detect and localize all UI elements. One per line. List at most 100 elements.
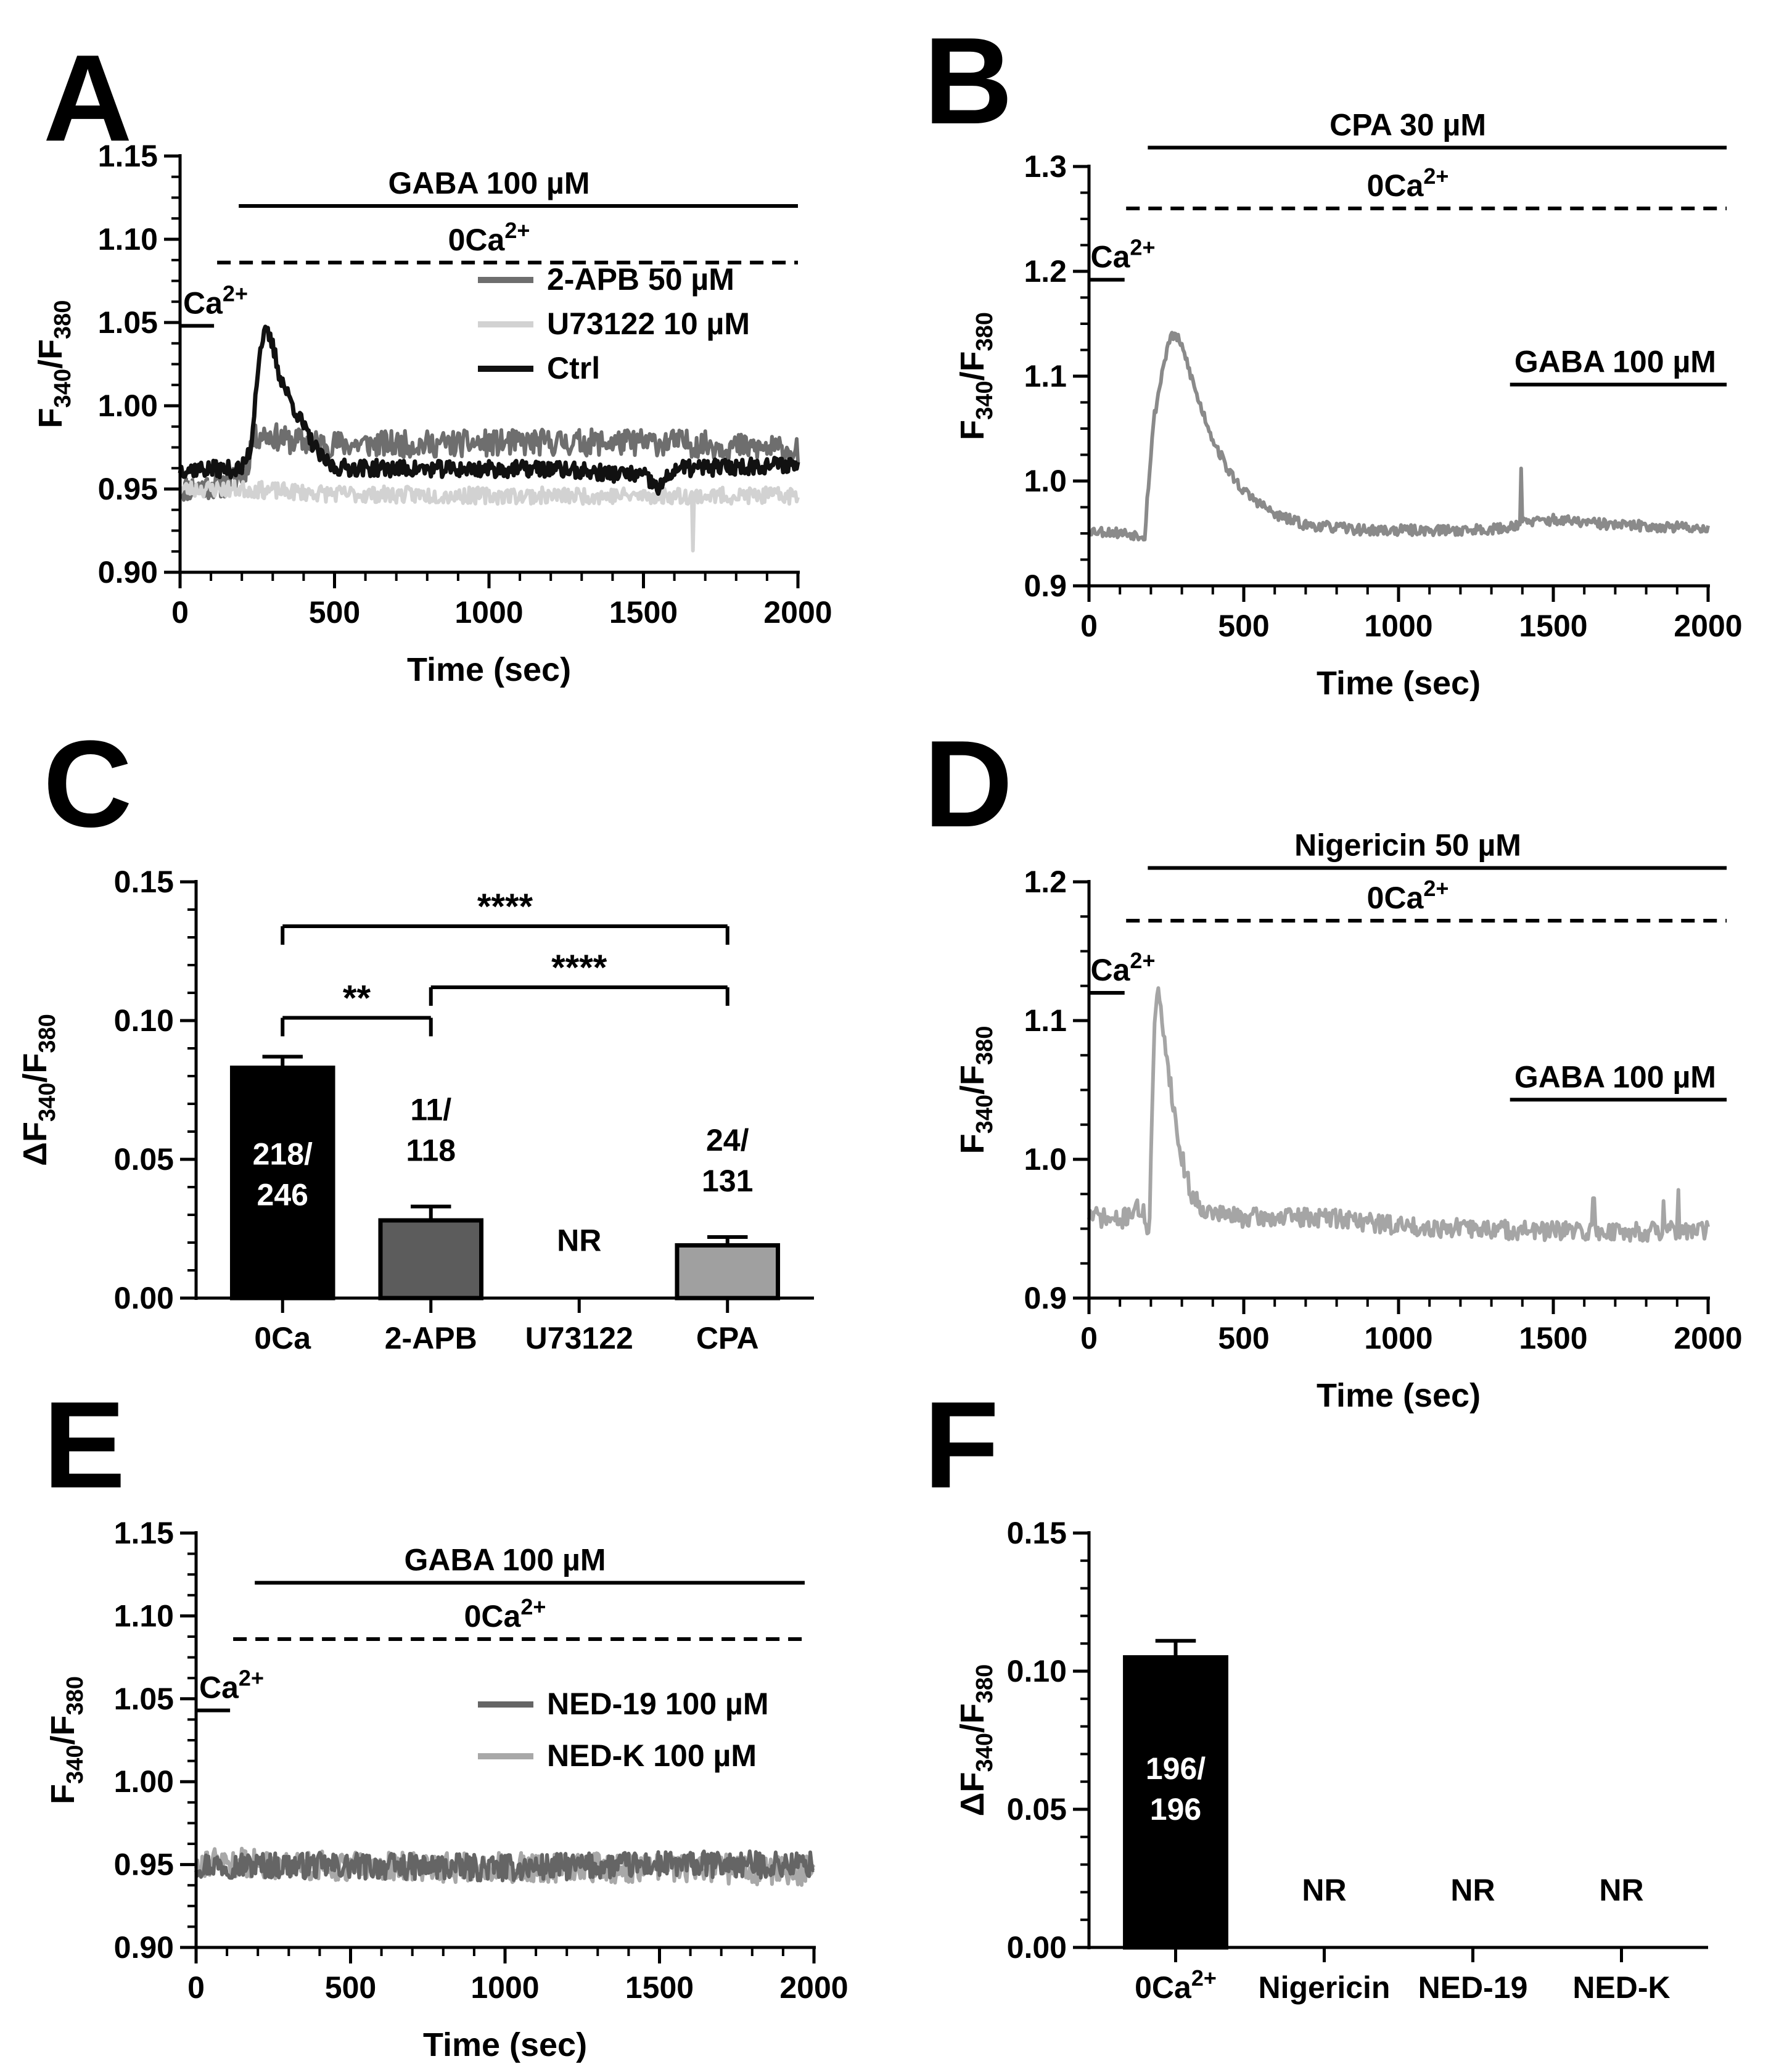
bar-label: 218/ bbox=[253, 1137, 313, 1171]
bar bbox=[378, 1218, 484, 1301]
legend-label: Ctrl bbox=[547, 351, 600, 385]
bar-label: 118 bbox=[406, 1133, 456, 1168]
y-tick-label: 1.10 bbox=[114, 1598, 174, 1633]
y-axis-label: F340/F380 bbox=[44, 1676, 88, 1804]
bar-label: 131 bbox=[702, 1164, 753, 1198]
annotation-text: GABA 100 µM bbox=[1514, 1059, 1716, 1094]
series-line-1 bbox=[178, 479, 800, 553]
annotation-label: 0Ca2+ bbox=[464, 1594, 546, 1634]
bar-label: 196 bbox=[1150, 1792, 1201, 1827]
y-tick-label: 0.95 bbox=[114, 1848, 174, 1882]
x-tick-label: 500 bbox=[325, 1970, 376, 2005]
annotation-text: GABA 100 µM bbox=[404, 1543, 606, 1577]
annotation-sup: 2+ bbox=[239, 1666, 264, 1691]
x-tick-label: 500 bbox=[1218, 1321, 1269, 1355]
x-tick-label: 2000 bbox=[779, 1970, 848, 2005]
annotation-label: GABA 100 µM bbox=[404, 1543, 606, 1577]
annotation-label: GABA 100 µM bbox=[388, 166, 590, 200]
y-tick-label: 1.15 bbox=[98, 139, 158, 173]
annotation-text: CPA 30 µM bbox=[1329, 107, 1486, 142]
y-tick-label: 1.2 bbox=[1024, 254, 1067, 289]
x-axis-label: Time (sec) bbox=[1317, 665, 1481, 702]
annotation-text: Ca bbox=[1091, 240, 1131, 274]
x-axis-label: Time (sec) bbox=[407, 651, 571, 688]
y-tick-label: 0.9 bbox=[1024, 569, 1067, 603]
x-tick-label: 1000 bbox=[470, 1970, 539, 2005]
panel-b: B 0.9 1.0 1.1 1.2 1.3 0 500 1000 1500 2000 Time (se… bbox=[924, 12, 1743, 702]
panel-e: E 0.90 0.95 1.00 1.05 1.10 1.15 0 500 1000 1500 200… bbox=[43, 1376, 849, 2063]
annotation-label: 0Ca2+ bbox=[448, 218, 530, 257]
y-axis-label-sub-2: 380 bbox=[972, 312, 998, 351]
bar-label: 24/ bbox=[706, 1123, 749, 1157]
y-tick-label: 1.00 bbox=[114, 1764, 174, 1799]
y-tick-label: 1.05 bbox=[98, 305, 158, 340]
annotation-text: GABA 100 µM bbox=[388, 166, 590, 200]
x-category-text: Nigericin bbox=[1259, 1970, 1391, 2005]
panel-letter: D bbox=[924, 715, 1013, 853]
x-tick-label: 1500 bbox=[609, 595, 678, 630]
y-tick-label: 0.05 bbox=[114, 1142, 174, 1177]
x-tick-label: 1500 bbox=[625, 1970, 694, 2005]
bar-label: 196/ bbox=[1146, 1751, 1206, 1786]
y-axis-label-main: F bbox=[44, 1784, 81, 1804]
panel-a: A 0.90 0.95 1.00 1.05 1.10 1.15 0 500 1000 1500 200… bbox=[32, 30, 832, 688]
x-tick-label: 1500 bbox=[1519, 1321, 1587, 1355]
y-tick-label: 0.10 bbox=[114, 1003, 174, 1038]
y-tick-label: 0.15 bbox=[1007, 1516, 1067, 1550]
bar-label: 246 bbox=[257, 1177, 308, 1212]
y-axis-label-sep: /F bbox=[17, 1053, 54, 1083]
panel-letter: A bbox=[43, 30, 132, 167]
y-tick-label: 0.00 bbox=[1007, 1930, 1067, 1965]
panel-d: D 0.9 1.0 1.1 1.2 0 500 1000 1500 2000 Time (sec) F… bbox=[924, 715, 1743, 1414]
panel-letter: C bbox=[43, 715, 132, 853]
series-line-0 bbox=[1087, 986, 1710, 1243]
series-line-2 bbox=[178, 324, 800, 496]
x-category-text: 2-APB bbox=[385, 1321, 477, 1355]
y-tick-label: 1.1 bbox=[1024, 359, 1067, 393]
x-category-label: CPA bbox=[696, 1321, 759, 1355]
annotation-text: 0Ca bbox=[448, 223, 506, 257]
significance-label: ** bbox=[343, 979, 371, 1019]
annotation-label: CPA 30 µM bbox=[1329, 107, 1486, 142]
annotation-label: 0Ca2+ bbox=[1367, 163, 1449, 203]
bar-label: NR bbox=[1599, 1873, 1643, 1907]
y-axis-label-sub-2: 380 bbox=[50, 300, 76, 339]
annotation-text: Ca bbox=[183, 286, 223, 320]
series-line-1 bbox=[194, 1849, 815, 1883]
x-category-label: 0Ca2+ bbox=[1135, 1965, 1217, 2005]
legend-label: 2-APB 50 µM bbox=[547, 262, 734, 297]
panel-letter: B bbox=[924, 12, 1013, 150]
y-axis-label: F340/F380 bbox=[954, 1026, 998, 1154]
y-axis-label: F340/F380 bbox=[32, 300, 76, 429]
x-tick-label: 0 bbox=[187, 1970, 205, 2005]
legend-label: NED-19 100 µM bbox=[547, 1687, 769, 1721]
series-line-0 bbox=[178, 422, 800, 502]
legend-label: NED-K 100 µM bbox=[547, 1738, 757, 1773]
y-axis-label-sep: /F bbox=[954, 352, 991, 381]
x-axis-label: Time (sec) bbox=[423, 2026, 587, 2063]
legend-label: U73122 10 µM bbox=[547, 306, 750, 341]
x-tick-label: 0 bbox=[1080, 1321, 1098, 1355]
x-tick-label: 1000 bbox=[1364, 609, 1432, 643]
annotation-text: 0Ca bbox=[464, 1599, 522, 1634]
annotation-sup: 2+ bbox=[504, 218, 530, 243]
y-axis-label-main: F bbox=[954, 1133, 991, 1154]
x-tick-label: 1000 bbox=[454, 595, 523, 630]
annotation-sup: 2+ bbox=[520, 1594, 546, 1619]
y-axis-label-sub-2: 380 bbox=[972, 1026, 998, 1065]
x-category-label: NED-K bbox=[1572, 1970, 1670, 2005]
x-category-label: 0Ca bbox=[254, 1321, 311, 1355]
x-category-sup: 2+ bbox=[1191, 1965, 1217, 1991]
x-tick-label: 0 bbox=[1080, 609, 1098, 643]
x-tick-label: 2000 bbox=[1674, 609, 1742, 643]
panel-c: C 218/246 0Ca 11/118 2-APB NR U73122 24/131 CPA 0… bbox=[17, 715, 814, 1355]
y-tick-label: 1.00 bbox=[98, 388, 158, 423]
bar-label: NR bbox=[1302, 1873, 1346, 1907]
x-category-label: NED-19 bbox=[1418, 1970, 1528, 2005]
y-axis-label: ΔF340/F380 bbox=[954, 1664, 998, 1817]
y-tick-label: 1.3 bbox=[1024, 149, 1067, 184]
annotation-text: Ca bbox=[1091, 953, 1131, 987]
y-axis-label-sep: /F bbox=[44, 1716, 81, 1745]
annotation-label: GABA 100 µM bbox=[1514, 1059, 1716, 1094]
significance-label: **** bbox=[477, 887, 533, 927]
